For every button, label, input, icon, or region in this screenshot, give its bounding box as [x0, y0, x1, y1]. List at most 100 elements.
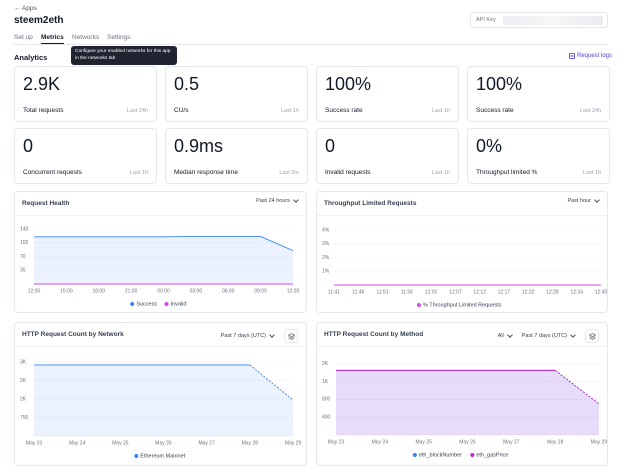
chart: 35 70 105 140 12:00 15:00 18:00 21:00 00:00 03:00… — [20, 226, 299, 307]
chart-header: Throughput Limited Requests Past hour — [317, 192, 607, 216]
y-tick-label: 1K — [322, 379, 329, 385]
area-fill — [34, 236, 293, 284]
y-tick-label: 2% — [322, 255, 330, 261]
chevron — [506, 332, 513, 338]
chart-card: 35 70 105 140 12:00 15:00 18:00 21:00 00:00 03:00… — [14, 191, 307, 313]
tab[interactable]: Networks — [72, 34, 100, 41]
legend-swatch — [470, 453, 475, 457]
chevron — [293, 197, 299, 203]
dropdown[interactable]: Past 7 days (UTC) — [521, 332, 576, 339]
x-tick-label: 12:40 — [595, 289, 608, 295]
y-tick-label: 2K — [20, 396, 27, 402]
series-line-partial — [249, 364, 294, 401]
legend-label: eth_gasPrice — [476, 452, 508, 458]
stat-period: Last 1h — [431, 108, 450, 114]
stat-period: Last 5m — [279, 170, 299, 176]
stat-label: Throughput limited % — [476, 169, 538, 176]
chart-controls: Past 24 hours — [256, 197, 299, 204]
chart-card: 1% 2% 3% 4% 11:41 11:46 11:51 11:56 12:01 12:07 12… — [316, 191, 608, 313]
chart-controls: Past hour — [567, 197, 600, 204]
stat-card: 0% Throughput limited % Last 1h — [467, 128, 610, 184]
x-tick-label: May 27 — [503, 439, 520, 445]
tab[interactable]: Metrics — [41, 34, 64, 44]
y-tick-label: 70 — [20, 254, 26, 260]
y-tick-label: 140 — [20, 226, 29, 232]
stat-value: 0 — [23, 136, 34, 156]
x-tick-label: May 26 — [155, 440, 172, 446]
request-logs-link[interactable]: Request logs — [569, 53, 612, 59]
x-tick-label: May 23 — [328, 439, 345, 445]
legend-swatch — [130, 302, 135, 306]
back-arrow: ← — [14, 5, 22, 12]
stat-card: 0.5 CU/s Last 1h — [165, 66, 308, 122]
y-tick-label: 2K — [20, 378, 27, 384]
stat-period: Last 1h — [129, 170, 148, 176]
stat-label: Median response time — [174, 169, 238, 176]
dropdown[interactable]: Past 24 hours — [256, 197, 299, 204]
x-tick-label: 21:00 — [125, 288, 138, 294]
chart-controls: All Past 7 days (UTC) — [498, 329, 599, 343]
x-tick-label: 12:01 — [425, 289, 438, 295]
stat-value: 100% — [325, 74, 372, 94]
x-tick-label: May 24 — [372, 439, 389, 445]
x-tick-label: 03:00 — [190, 288, 203, 294]
dropdown[interactable]: All — [498, 332, 513, 339]
tab[interactable]: Set up — [14, 34, 33, 41]
stat-label: Success rate — [325, 107, 363, 114]
stat-label: CU/s — [174, 107, 189, 114]
chevron — [570, 332, 576, 338]
stat-value: 0.5 — [174, 74, 200, 94]
x-tick-label: 11:46 — [352, 289, 364, 295]
x-tick-label: May 28 — [242, 440, 259, 446]
x-tick-label: 12:34 — [570, 289, 583, 295]
tab[interactable]: Settings — [107, 34, 131, 41]
logs-icon — [569, 53, 575, 59]
layers-button[interactable] — [284, 329, 298, 343]
layers-icon — [287, 332, 295, 340]
y-tick-label: 35 — [20, 268, 26, 274]
dropdown-label: Past 7 days (UTC) — [521, 333, 567, 339]
y-tick-label: 3K — [20, 359, 27, 365]
request-logs-label: Request logs — [577, 53, 613, 59]
chart-header: HTTP Request Count by Network Past 7 days… — [15, 323, 306, 347]
chart-title: Request Health — [22, 200, 70, 207]
legend-label: % Throughput Limited Requests — [423, 302, 502, 308]
dropdown[interactable]: Past 7 days (UTC) — [221, 332, 275, 339]
x-tick-label: 09:00 — [254, 288, 267, 294]
stat-period: Last 1h — [431, 170, 450, 176]
chart: 750 2K 2K 3K May 23 May 24 May 25 May 26 May 27 M… — [20, 359, 301, 459]
legend-label: Success — [136, 301, 157, 307]
api-key-field[interactable]: API Key — [470, 12, 608, 28]
y-tick-label: 105 — [20, 240, 29, 246]
stat-card: 0 Invalid requests Last 1h — [316, 128, 459, 184]
stat-card: 2.9K Total requests Last 24h — [14, 66, 157, 122]
layers-button[interactable] — [585, 329, 599, 343]
stat-value: 0% — [476, 136, 503, 156]
chart-header: HTTP Request Count by Method All Past 7 da… — [317, 323, 607, 347]
y-tick-label: 750 — [20, 415, 29, 421]
x-tick-label: 15:00 — [60, 288, 73, 294]
x-tick-label: May 24 — [69, 440, 86, 446]
legend-swatch — [416, 303, 421, 307]
x-tick-label: 06:00 — [222, 288, 235, 294]
x-tick-label: 18:00 — [92, 288, 105, 294]
chevron — [269, 332, 275, 338]
area-fill — [336, 370, 599, 435]
stat-period: Last 1h — [582, 170, 601, 176]
stat-card: 0 Concurrent requests Last 1h — [14, 128, 157, 184]
legend-swatch — [134, 454, 139, 458]
x-tick-label: 12:17 — [498, 289, 511, 295]
dropdown-label: Past 24 hours — [256, 198, 290, 204]
x-tick-label: 11:56 — [401, 289, 413, 295]
y-tick-label: 400 — [322, 414, 331, 420]
back-link[interactable]: ← Apps — [14, 5, 37, 12]
chart-title: Throughput Limited Requests — [324, 200, 417, 207]
chart: 1% 2% 3% 4% 11:41 11:46 11:51 11:56 12:01 12:07 12… — [322, 227, 608, 308]
stat-period: Last 24h — [579, 108, 601, 114]
dropdown-label: Past hour — [567, 198, 591, 204]
x-tick-label: May 25 — [112, 440, 129, 446]
legend-swatch — [164, 302, 169, 306]
dropdown[interactable]: Past hour — [567, 197, 600, 204]
x-tick-label: 12:22 — [522, 289, 535, 295]
